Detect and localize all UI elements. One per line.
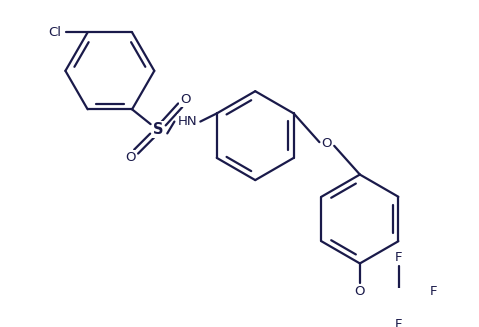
Text: O: O — [354, 285, 365, 298]
Text: F: F — [395, 318, 402, 327]
Text: O: O — [321, 137, 332, 150]
Text: O: O — [181, 93, 191, 106]
Text: Cl: Cl — [49, 26, 62, 39]
Text: O: O — [125, 151, 136, 164]
Text: S: S — [153, 122, 163, 137]
Text: F: F — [395, 251, 402, 265]
Text: HN: HN — [178, 115, 197, 128]
Text: F: F — [430, 285, 438, 298]
